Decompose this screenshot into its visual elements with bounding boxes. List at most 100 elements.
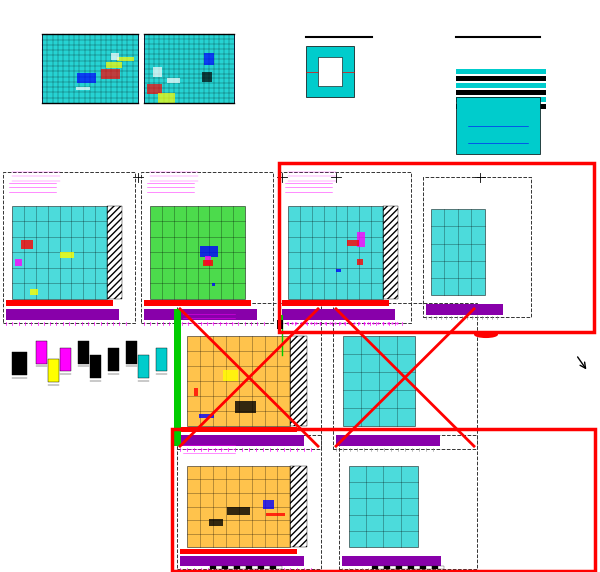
Bar — [144, 309, 257, 320]
Bar — [408, 566, 414, 569]
Bar — [78, 340, 89, 364]
Bar — [378, 566, 384, 569]
Bar — [177, 303, 321, 449]
Bar — [48, 359, 59, 382]
Bar — [438, 566, 444, 569]
Bar — [177, 435, 321, 569]
Bar — [36, 340, 47, 364]
Bar — [200, 247, 218, 257]
Bar — [343, 336, 415, 426]
Bar — [339, 435, 477, 569]
Bar — [318, 57, 342, 86]
Bar — [204, 53, 214, 65]
Bar — [235, 401, 256, 413]
Bar — [426, 566, 432, 569]
Bar — [90, 355, 101, 379]
Bar — [456, 104, 546, 109]
Bar — [210, 566, 216, 569]
Bar — [156, 348, 167, 371]
Bar — [77, 73, 96, 82]
Bar — [349, 466, 418, 547]
Bar — [336, 269, 341, 272]
Bar — [456, 97, 546, 102]
Bar — [180, 556, 304, 566]
Bar — [30, 289, 38, 295]
Bar — [187, 336, 290, 426]
Bar — [158, 93, 175, 102]
Bar — [420, 566, 426, 569]
Bar — [3, 172, 135, 323]
Bar — [336, 435, 440, 446]
Bar — [234, 566, 240, 569]
Bar — [138, 355, 149, 379]
Bar — [456, 83, 546, 88]
Bar — [60, 348, 71, 371]
Bar — [423, 177, 531, 317]
Bar — [144, 34, 234, 103]
Bar — [266, 513, 286, 516]
Bar — [356, 259, 364, 265]
Bar — [282, 309, 395, 320]
Bar — [279, 315, 283, 320]
Bar — [456, 76, 546, 81]
Bar — [6, 180, 113, 194]
Bar — [347, 240, 359, 245]
Bar — [390, 566, 396, 569]
Bar — [141, 172, 273, 323]
Bar — [212, 284, 215, 287]
Bar — [426, 304, 503, 315]
Bar — [12, 352, 27, 375]
Bar — [203, 260, 213, 265]
Bar — [180, 435, 304, 446]
Bar — [223, 371, 238, 381]
Bar — [306, 46, 354, 97]
Bar — [42, 34, 138, 103]
Bar — [246, 566, 252, 569]
Bar — [258, 566, 264, 569]
Bar — [167, 78, 180, 82]
Bar — [180, 549, 298, 554]
Bar — [263, 500, 274, 510]
Bar — [154, 67, 163, 77]
Bar — [106, 62, 122, 68]
Bar — [60, 252, 74, 258]
Bar — [108, 348, 119, 371]
Bar — [282, 180, 389, 194]
Bar — [12, 206, 107, 299]
Ellipse shape — [474, 331, 498, 338]
Bar — [205, 256, 211, 264]
Bar — [144, 180, 251, 194]
Bar — [333, 303, 477, 449]
Bar — [277, 320, 283, 329]
Bar — [194, 388, 198, 396]
Bar — [289, 206, 383, 299]
Bar — [144, 300, 251, 306]
Bar — [110, 53, 119, 60]
Bar — [222, 566, 228, 569]
Bar — [6, 300, 113, 306]
Bar — [270, 566, 276, 569]
Bar — [402, 566, 408, 569]
Bar — [414, 566, 420, 569]
Bar — [180, 312, 298, 325]
Bar — [76, 87, 90, 90]
Bar — [290, 466, 307, 547]
Bar — [117, 57, 134, 61]
Bar — [14, 259, 22, 267]
Bar — [187, 466, 290, 547]
Bar — [174, 309, 181, 446]
Bar — [151, 206, 245, 299]
Bar — [6, 309, 119, 320]
Bar — [240, 566, 246, 569]
Bar — [180, 427, 298, 432]
Bar — [264, 566, 270, 569]
Bar — [342, 556, 441, 566]
Bar — [384, 566, 390, 569]
Bar — [202, 72, 212, 82]
Bar — [216, 566, 222, 569]
Bar — [357, 232, 365, 247]
Bar — [209, 519, 223, 526]
Bar — [227, 507, 250, 515]
Bar — [107, 206, 122, 299]
Bar — [290, 336, 307, 426]
